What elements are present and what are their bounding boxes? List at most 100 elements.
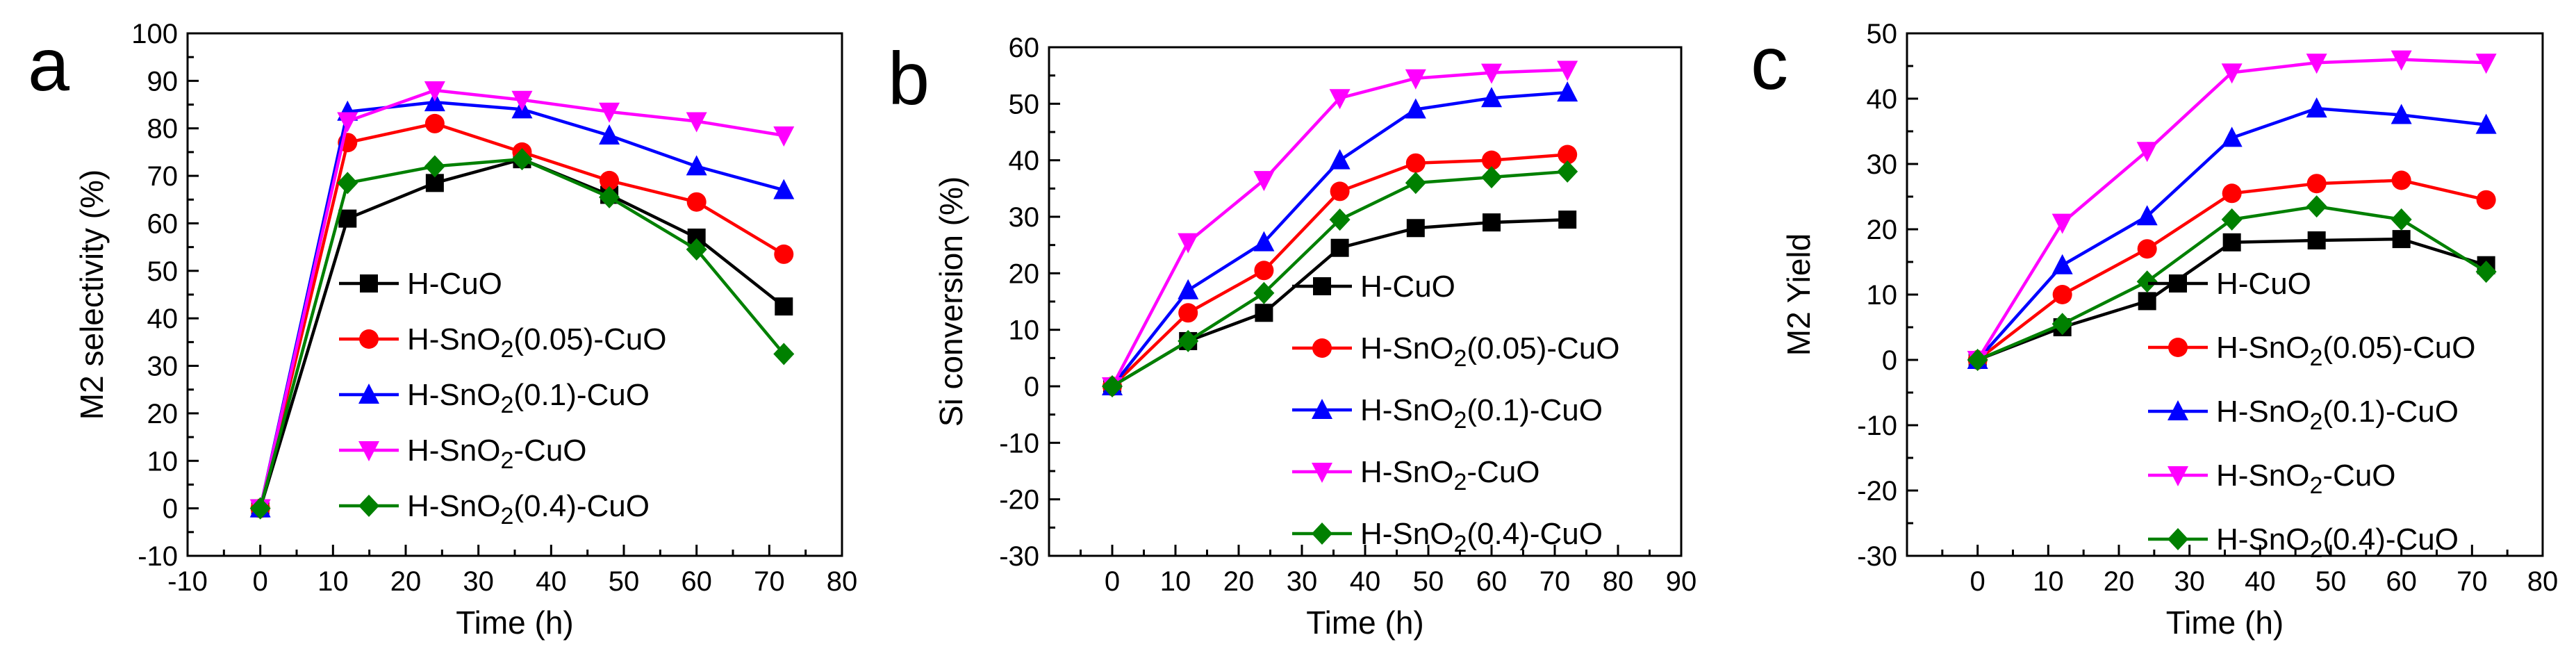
data-point: [2221, 208, 2243, 231]
legend-label-part: -CuO: [2322, 459, 2395, 493]
data-point: [1557, 60, 1578, 81]
legend-label-part: 2: [1453, 345, 1467, 372]
x-tick-label: 50: [2315, 566, 2347, 597]
legend-label: H-SnO2-CuO: [2216, 459, 2396, 499]
x-tick-label: 20: [1223, 566, 1255, 597]
x-tick-label: 50: [609, 566, 640, 597]
data-point: [1557, 160, 1578, 183]
legend-entry: H-SnO2(0.05)-CuO: [339, 322, 666, 363]
legend-label: H-CuO: [407, 267, 502, 301]
legend-label: H-SnO2-CuO: [1360, 455, 1540, 495]
legend-entry: H-SnO2(0.05)-CuO: [1292, 331, 1619, 372]
legend-label-part: -CuO: [513, 434, 586, 468]
legend-label-part: 2: [1453, 469, 1467, 495]
data-point: [774, 244, 794, 264]
data-point: [2136, 142, 2158, 163]
y-tick-label: 40: [147, 304, 179, 334]
data-point: [2136, 270, 2158, 293]
data-point: [773, 126, 795, 147]
series-2: [1967, 97, 2497, 369]
legend-entry: H-SnO2(0.4)-CuO: [1292, 517, 1603, 557]
data-point: [686, 192, 707, 212]
data-point: [686, 155, 707, 176]
x-tick-label: -10: [167, 566, 208, 597]
legend-label-part: 2: [2309, 345, 2322, 371]
data-point: [686, 238, 707, 261]
y-tick-label: 10: [1867, 280, 1898, 311]
legend-label-part: (0.05)-CuO: [1467, 331, 1619, 365]
x-tick-label: 70: [1539, 566, 1571, 597]
legend-label-part: H-SnO: [407, 322, 500, 356]
y-tick-label: 50: [1867, 19, 1898, 49]
data-point: [2051, 213, 2073, 234]
y-tick-label: 10: [1009, 315, 1040, 346]
legend-label-part: H-SnO: [407, 489, 500, 523]
x-tick-label: 0: [253, 566, 268, 597]
data-point: [2391, 104, 2412, 124]
data-point: [773, 179, 795, 199]
data-point: [2051, 313, 2073, 336]
x-tick-label: 10: [2033, 566, 2064, 597]
data-point: [1329, 149, 1351, 170]
data-point: [1405, 172, 1426, 195]
legend-entry: H-SnO2(0.1)-CuO: [2148, 395, 2459, 435]
data-point: [1482, 150, 1501, 170]
data-point: [2306, 97, 2327, 118]
data-point: [2391, 50, 2412, 71]
data-point: [1330, 181, 1350, 201]
x-tick-label: 10: [317, 566, 349, 597]
y-tick-label: 20: [147, 399, 179, 429]
data-point: [2137, 239, 2157, 259]
legend-label-part: (0.4)-CuO: [1467, 517, 1603, 551]
data-point: [2475, 113, 2497, 134]
legend-marker: [2169, 274, 2187, 293]
data-point: [1178, 303, 1198, 323]
data-point: [2306, 53, 2327, 74]
y-tick-label: 90: [147, 66, 179, 97]
legend-entry: H-SnO2(0.1)-CuO: [339, 378, 650, 418]
y-tick-label: -10: [138, 541, 178, 572]
legend-label-part: (0.1)-CuO: [2322, 395, 2459, 429]
data-point: [2391, 208, 2412, 231]
x-tick-label: 80: [1603, 566, 1634, 597]
legend-marker: [1312, 399, 1332, 419]
legend-label: H-SnO2(0.1)-CuO: [407, 378, 650, 418]
data-point: [424, 81, 445, 102]
data-point: [1481, 63, 1502, 84]
data-point: [773, 343, 795, 365]
y-tick-label: -10: [1857, 411, 1897, 441]
y-tick-label: 30: [1009, 202, 1040, 233]
data-point: [1330, 238, 1349, 257]
legend-label: H-CuO: [2216, 267, 2311, 301]
y-tick-label: 30: [1867, 149, 1898, 180]
x-tick-label: 60: [1476, 566, 1508, 597]
data-point: [2222, 183, 2242, 204]
data-point: [2222, 233, 2241, 252]
data-point: [1178, 279, 1199, 299]
y-tick-label: 100: [131, 19, 178, 49]
y-tick-label: -30: [1857, 541, 1897, 572]
data-point: [600, 170, 620, 190]
y-tick-label: 0: [1024, 372, 1039, 402]
legend-marker: [359, 329, 379, 349]
data-point: [2476, 190, 2496, 210]
x-tick-label: 70: [754, 566, 785, 597]
x-axis-title: Time (h): [2166, 604, 2284, 641]
data-point: [511, 148, 533, 171]
data-point: [249, 497, 271, 520]
data-point: [2052, 285, 2072, 304]
legend-label-part: H-SnO: [407, 434, 500, 468]
legend-label: H-SnO2(0.05)-CuO: [1360, 331, 1619, 372]
x-tick-label: 60: [681, 566, 712, 597]
legend-label: H-SnO2(0.4)-CuO: [407, 489, 650, 529]
legend-label: H-SnO2(0.1)-CuO: [2216, 395, 2459, 435]
x-tick-label: 70: [2457, 566, 2488, 597]
legend-label-part: H-CuO: [1360, 270, 1455, 304]
series-3: [1102, 60, 1578, 397]
legend-label-part: 2: [500, 392, 513, 418]
data-point: [2306, 174, 2327, 194]
legend-entry: H-SnO2(0.4)-CuO: [339, 489, 650, 529]
legend-label-part: 2: [1453, 407, 1467, 434]
data-point: [1481, 166, 1502, 189]
x-tick-label: 60: [2386, 566, 2417, 597]
